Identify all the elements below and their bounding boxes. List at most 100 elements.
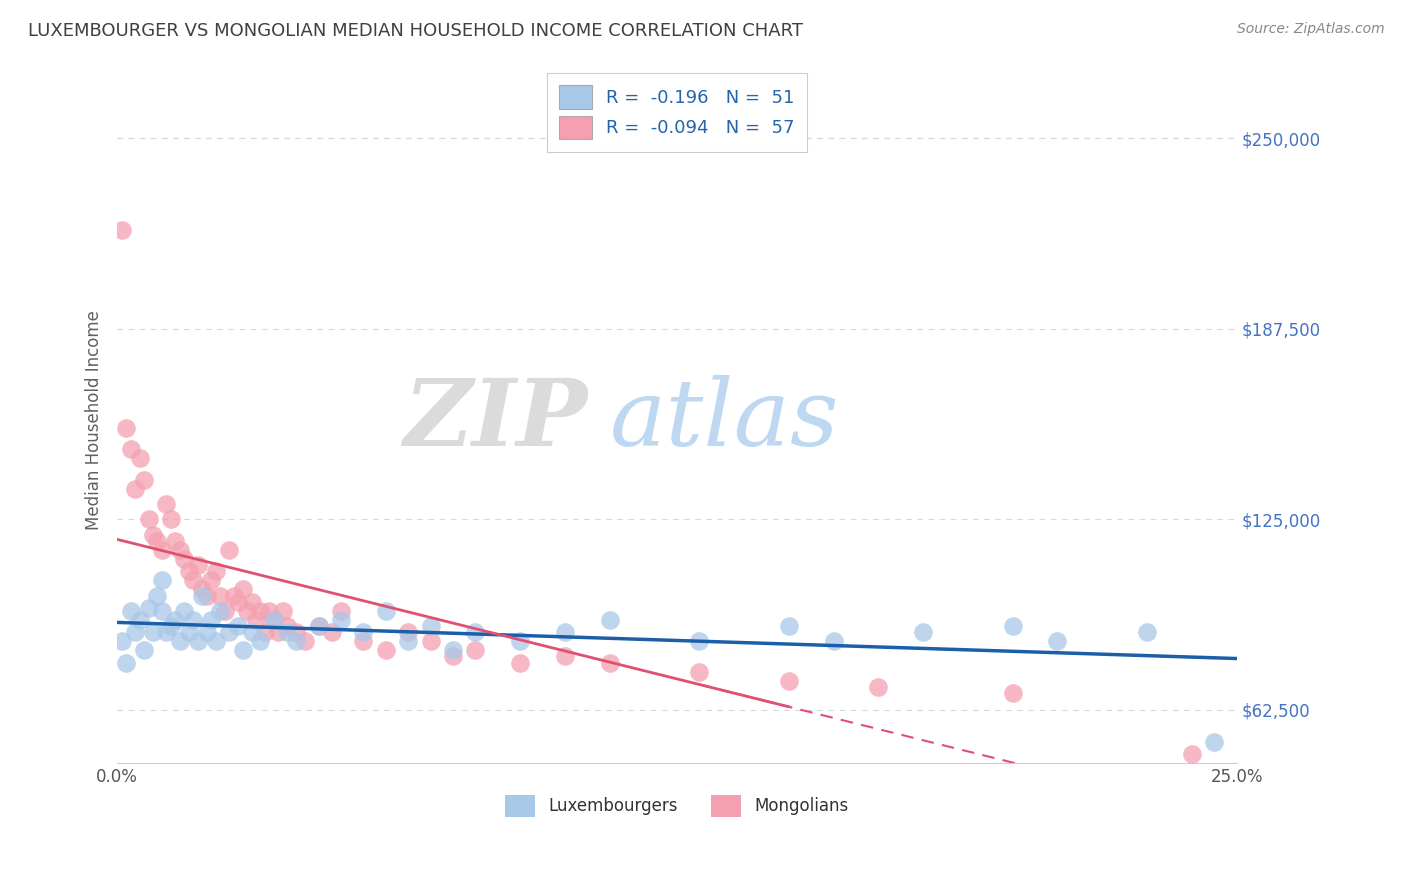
- Text: ZIP: ZIP: [404, 376, 588, 466]
- Point: [271, 604, 294, 618]
- Point: [115, 656, 138, 670]
- Point: [688, 665, 710, 679]
- Point: [308, 619, 330, 633]
- Point: [509, 656, 531, 670]
- Point: [150, 574, 173, 588]
- Point: [222, 589, 245, 603]
- Text: LUXEMBOURGER VS MONGOLIAN MEDIAN HOUSEHOLD INCOME CORRELATION CHART: LUXEMBOURGER VS MONGOLIAN MEDIAN HOUSEHO…: [28, 22, 803, 40]
- Point: [1046, 634, 1069, 648]
- Point: [232, 582, 254, 597]
- Point: [509, 634, 531, 648]
- Point: [599, 613, 621, 627]
- Point: [160, 619, 183, 633]
- Point: [321, 625, 343, 640]
- Point: [441, 649, 464, 664]
- Point: [115, 421, 138, 435]
- Point: [240, 625, 263, 640]
- Point: [195, 589, 218, 603]
- Point: [146, 533, 169, 548]
- Point: [330, 604, 353, 618]
- Point: [138, 600, 160, 615]
- Point: [308, 619, 330, 633]
- Point: [419, 634, 441, 648]
- Point: [226, 619, 249, 633]
- Point: [330, 613, 353, 627]
- Point: [218, 625, 240, 640]
- Point: [155, 497, 177, 511]
- Point: [128, 613, 150, 627]
- Point: [191, 589, 214, 603]
- Point: [464, 625, 486, 640]
- Point: [1001, 619, 1024, 633]
- Point: [374, 604, 396, 618]
- Point: [276, 625, 298, 640]
- Point: [209, 589, 232, 603]
- Point: [150, 542, 173, 557]
- Point: [209, 604, 232, 618]
- Point: [187, 634, 209, 648]
- Point: [120, 604, 142, 618]
- Legend: Luxembourgers, Mongolians: Luxembourgers, Mongolians: [498, 789, 855, 823]
- Point: [259, 604, 281, 618]
- Point: [240, 594, 263, 608]
- Point: [253, 625, 276, 640]
- Point: [150, 604, 173, 618]
- Point: [169, 634, 191, 648]
- Text: atlas: atlas: [610, 376, 839, 466]
- Point: [868, 680, 890, 694]
- Point: [778, 619, 800, 633]
- Point: [124, 482, 146, 496]
- Point: [111, 634, 134, 648]
- Point: [1001, 686, 1024, 700]
- Point: [120, 442, 142, 457]
- Point: [912, 625, 935, 640]
- Point: [249, 604, 271, 618]
- Point: [276, 619, 298, 633]
- Point: [267, 625, 290, 640]
- Point: [396, 625, 419, 640]
- Point: [1181, 747, 1204, 761]
- Point: [1204, 735, 1226, 749]
- Point: [195, 625, 218, 640]
- Point: [165, 533, 187, 548]
- Point: [204, 634, 226, 648]
- Point: [132, 473, 155, 487]
- Point: [396, 634, 419, 648]
- Point: [353, 634, 375, 648]
- Y-axis label: Median Household Income: Median Household Income: [86, 310, 103, 530]
- Point: [778, 673, 800, 688]
- Point: [232, 643, 254, 657]
- Point: [263, 613, 285, 627]
- Point: [285, 625, 308, 640]
- Point: [1136, 625, 1159, 640]
- Point: [132, 643, 155, 657]
- Point: [214, 604, 236, 618]
- Point: [155, 625, 177, 640]
- Point: [464, 643, 486, 657]
- Point: [218, 542, 240, 557]
- Point: [200, 574, 222, 588]
- Point: [688, 634, 710, 648]
- Point: [599, 656, 621, 670]
- Point: [245, 613, 267, 627]
- Point: [200, 613, 222, 627]
- Point: [169, 542, 191, 557]
- Point: [294, 634, 316, 648]
- Point: [142, 527, 165, 541]
- Point: [191, 582, 214, 597]
- Point: [177, 625, 200, 640]
- Point: [173, 552, 195, 566]
- Point: [173, 604, 195, 618]
- Point: [146, 589, 169, 603]
- Point: [353, 625, 375, 640]
- Point: [554, 625, 576, 640]
- Text: Source: ZipAtlas.com: Source: ZipAtlas.com: [1237, 22, 1385, 37]
- Point: [374, 643, 396, 657]
- Point: [181, 613, 204, 627]
- Point: [160, 512, 183, 526]
- Point: [263, 613, 285, 627]
- Point: [236, 604, 259, 618]
- Point: [226, 594, 249, 608]
- Point: [823, 634, 845, 648]
- Point: [142, 625, 165, 640]
